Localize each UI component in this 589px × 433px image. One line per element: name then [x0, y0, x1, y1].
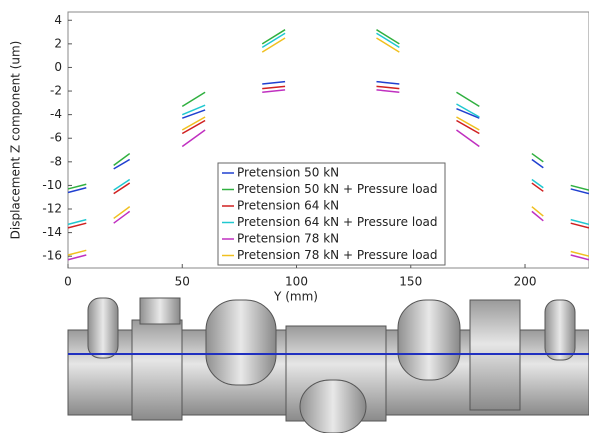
y-tick-label: -2: [50, 84, 62, 98]
y-tick-label: -14: [42, 225, 62, 239]
legend-label: Pretension 78 kN + Pressure load: [237, 248, 438, 262]
y-tick-label: 4: [54, 13, 62, 27]
legend-label: Pretension 50 kN: [237, 166, 339, 180]
mechanical-illustration: [67, 297, 589, 433]
legend: Pretension 50 kN Pretension 50 kN + Press…: [217, 162, 446, 266]
y-tick-label: -6: [50, 131, 62, 145]
legend-label: Pretension 64 kN: [237, 199, 339, 213]
series-line: [67, 37, 589, 257]
x-tick-label: 150: [399, 275, 422, 289]
y-tick-label: -12: [42, 202, 62, 216]
series-line: [67, 89, 589, 261]
y-tick-label: 2: [54, 36, 62, 50]
x-tick-label: 0: [64, 275, 72, 289]
y-tick-label: -4: [50, 107, 62, 121]
x-tick-label: 200: [514, 275, 537, 289]
plot-frame: [67, 11, 589, 269]
series-line: [67, 29, 589, 191]
y-tick-label: -16: [42, 249, 62, 263]
y-tick-label: 0: [54, 60, 62, 74]
y-axis-label: Displacement Z component (um): [9, 41, 23, 240]
legend-label: Pretension 64 kN + Pressure load: [237, 215, 438, 229]
series-line: [67, 85, 589, 229]
series-line: [67, 32, 589, 226]
y-tick-label: -8: [50, 154, 62, 168]
x-tick-label: 50: [175, 275, 190, 289]
legend-label: Pretension 78 kN: [237, 232, 339, 246]
y-tick-label: -10: [42, 178, 62, 192]
legend-box: [217, 162, 446, 266]
series-line: [67, 80, 589, 195]
x-tick-label: 100: [285, 275, 308, 289]
x-axis-label: Y (mm): [273, 290, 318, 304]
legend-label: Pretension 50 kN + Pressure load: [237, 182, 438, 196]
